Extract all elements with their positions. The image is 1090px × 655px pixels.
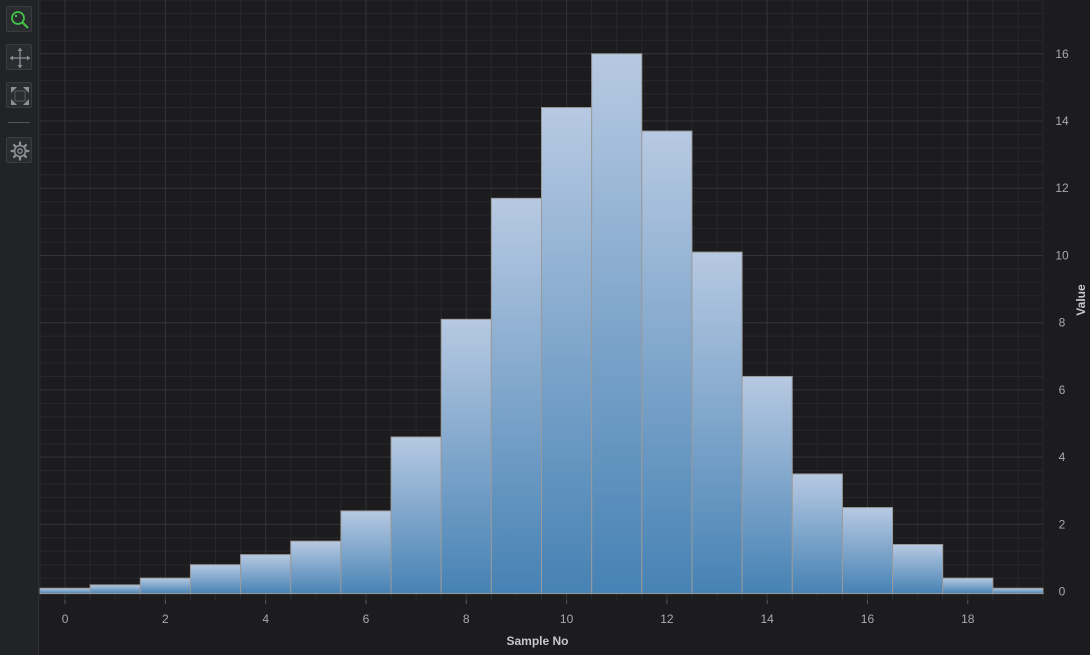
x-tick-label: 18 bbox=[961, 612, 975, 626]
x-tick-label: 8 bbox=[463, 612, 470, 626]
histogram-bar[interactable] bbox=[892, 544, 944, 595]
histogram-bar[interactable] bbox=[490, 197, 543, 595]
toolbar-separator bbox=[8, 122, 30, 123]
zoom-tool-button[interactable] bbox=[6, 6, 32, 32]
y-tick-label: 0 bbox=[1059, 585, 1066, 599]
y-tick-label: 6 bbox=[1059, 383, 1066, 397]
histogram-bar[interactable] bbox=[189, 564, 242, 595]
histogram-bar[interactable] bbox=[89, 584, 141, 595]
x-tick-label: 10 bbox=[560, 612, 574, 626]
histogram-bar[interactable] bbox=[541, 107, 593, 595]
histogram-bar[interactable] bbox=[390, 436, 442, 595]
bar-series bbox=[39, 53, 1044, 595]
settings-tool-button[interactable] bbox=[6, 137, 32, 163]
pan-arrows-icon bbox=[10, 48, 30, 68]
pan-tool-button[interactable] bbox=[6, 44, 32, 70]
x-axis-title: Sample No bbox=[506, 634, 568, 648]
y-tick-label: 12 bbox=[1055, 181, 1069, 195]
histogram-bar[interactable] bbox=[942, 577, 994, 595]
x-tick-label: 12 bbox=[660, 612, 674, 626]
histogram-bar[interactable] bbox=[992, 587, 1044, 595]
gear-icon bbox=[10, 141, 30, 161]
x-tick-label: 6 bbox=[363, 612, 370, 626]
histogram-bar[interactable] bbox=[641, 130, 693, 595]
y-tick-label: 4 bbox=[1059, 450, 1066, 464]
histogram-bar[interactable] bbox=[691, 251, 743, 595]
histogram-bar[interactable] bbox=[741, 375, 793, 595]
zoom-extents-tool-button[interactable] bbox=[6, 82, 32, 108]
y-axis-ticks: 0 2 4 6 8 10 12 14 16 bbox=[1055, 47, 1069, 599]
histogram-bar[interactable] bbox=[139, 577, 191, 595]
x-tick-label: 4 bbox=[262, 612, 269, 626]
x-tick-label: 2 bbox=[162, 612, 169, 626]
y-tick-label: 14 bbox=[1055, 114, 1069, 128]
x-tick-label: 14 bbox=[760, 612, 774, 626]
histogram-bar[interactable] bbox=[591, 53, 643, 595]
histogram-bar[interactable] bbox=[791, 473, 843, 595]
histogram-bar[interactable] bbox=[340, 510, 392, 595]
histogram-bar[interactable] bbox=[39, 587, 91, 595]
y-tick-label: 8 bbox=[1059, 316, 1066, 330]
histogram-bar[interactable] bbox=[440, 318, 492, 595]
y-tick-label: 10 bbox=[1055, 248, 1069, 262]
y-tick-label: 16 bbox=[1055, 47, 1069, 61]
y-tick-label: 2 bbox=[1059, 517, 1066, 531]
x-tick-label: 16 bbox=[861, 612, 875, 626]
zoom-magnifier-icon bbox=[11, 11, 29, 29]
chart-toolbar bbox=[0, 0, 39, 655]
x-axis-ticks: 0 2 4 6 8 10 12 14 16 18 bbox=[62, 600, 975, 626]
zoom-extents-icon bbox=[11, 87, 29, 105]
histogram-bar[interactable] bbox=[841, 507, 894, 595]
x-tick-label: 0 bbox=[62, 612, 69, 626]
histogram-bar[interactable] bbox=[290, 540, 342, 595]
y-axis-title: Value bbox=[1074, 284, 1088, 316]
histogram-bar[interactable] bbox=[240, 554, 292, 595]
